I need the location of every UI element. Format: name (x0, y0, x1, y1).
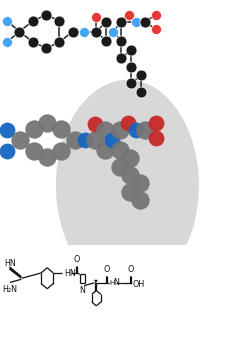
Text: ▼: ▼ (94, 278, 97, 283)
Point (128, 155, 132, 161)
Point (59, 126, 63, 132)
Point (129, 80, 133, 86)
Point (93, 137, 97, 143)
Point (139, 89, 143, 95)
Point (83, 137, 87, 143)
Point (32, 126, 35, 132)
Point (103, 147, 107, 153)
Point (104, 19, 108, 24)
Point (127, 12, 131, 18)
Point (18, 137, 22, 143)
Point (32, 148, 35, 154)
Point (119, 19, 123, 24)
Point (128, 189, 132, 195)
Point (103, 127, 107, 133)
Point (94, 14, 98, 20)
Text: O: O (127, 265, 134, 274)
Point (111, 29, 115, 34)
Point (45, 120, 49, 125)
Point (154, 12, 158, 18)
Point (5, 18, 9, 24)
Point (138, 197, 142, 203)
Point (31, 18, 35, 24)
Point (138, 181, 142, 186)
Point (126, 120, 130, 126)
Text: N: N (80, 286, 85, 295)
Point (143, 19, 147, 24)
Text: H: H (110, 280, 115, 286)
Circle shape (96, 139, 159, 232)
Text: N: N (114, 278, 120, 287)
Point (135, 19, 138, 24)
Point (104, 38, 108, 44)
Point (119, 55, 123, 61)
Point (154, 27, 158, 32)
Point (58, 39, 61, 45)
Point (129, 64, 133, 69)
Point (118, 147, 122, 153)
Point (134, 127, 138, 133)
Point (154, 120, 158, 125)
Point (143, 127, 147, 133)
Text: OH: OH (132, 280, 144, 289)
Point (73, 137, 76, 143)
Point (129, 47, 133, 52)
Text: O: O (103, 265, 110, 274)
Point (5, 39, 9, 45)
Point (31, 39, 35, 45)
Circle shape (76, 110, 178, 261)
Point (5, 127, 9, 132)
Point (118, 127, 122, 133)
Point (110, 137, 114, 143)
Text: H₂N: H₂N (2, 285, 17, 294)
Point (45, 155, 49, 160)
Point (139, 72, 143, 78)
Point (83, 29, 86, 34)
Text: O: O (74, 255, 80, 264)
Circle shape (57, 80, 198, 290)
Point (128, 172, 132, 178)
Point (154, 135, 158, 141)
Point (119, 38, 123, 44)
Point (5, 148, 9, 154)
Point (58, 18, 61, 24)
Point (59, 148, 63, 154)
Point (44, 12, 48, 18)
Point (71, 29, 75, 34)
Bar (0, 245, 236, 350)
Point (118, 164, 122, 169)
Point (94, 29, 98, 34)
Point (44, 46, 48, 51)
Text: HN: HN (65, 268, 76, 278)
Point (93, 121, 97, 127)
Text: HN: HN (5, 259, 17, 268)
Point (17, 29, 21, 34)
